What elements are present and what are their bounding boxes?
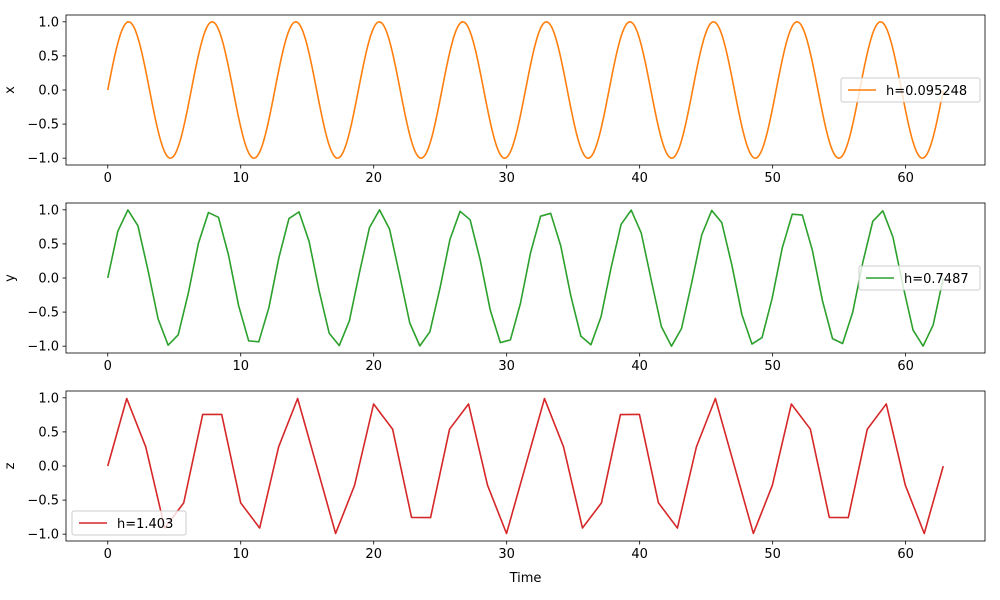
x-tick-label: 30 bbox=[498, 171, 515, 186]
x-tick-label: 40 bbox=[631, 547, 648, 562]
subplot-z-yticks: −1.0 −0.5 0.0 0.5 1.0 bbox=[27, 391, 66, 543]
x-tick-label: 50 bbox=[764, 171, 781, 186]
y-tick-label: 1.0 bbox=[38, 391, 59, 406]
x-tick-label: 60 bbox=[897, 547, 914, 562]
legend-frame bbox=[858, 265, 981, 291]
subplot-z-xticks: 0 10 20 30 40 50 60 bbox=[104, 541, 914, 562]
subplot-z-legend: h=1.403 bbox=[71, 510, 187, 536]
y-tick-label: 1.0 bbox=[38, 203, 59, 218]
y-tick-label: −1.0 bbox=[27, 340, 59, 355]
y-tick-label: 1.0 bbox=[38, 15, 59, 30]
legend-label: h=0.7487 bbox=[904, 272, 969, 287]
series-line-z bbox=[106, 397, 945, 535]
subplot-y-xticks: 0 10 20 30 40 50 60 bbox=[104, 353, 914, 374]
x-tick-label: 60 bbox=[897, 359, 914, 374]
series-line-x bbox=[106, 21, 945, 159]
x-tick-label: 60 bbox=[897, 171, 914, 186]
subplot-x-yticks: −1.0 −0.5 0.0 0.5 1.0 bbox=[27, 15, 66, 167]
subplot-z: 0 10 20 30 40 50 60 −1.0 −0.5 0.0 0.5 1.0 z Time h… bbox=[3, 390, 986, 586]
y-tick-label: 0.0 bbox=[38, 84, 59, 99]
x-tick-label: 50 bbox=[764, 547, 781, 562]
x-tick-label: 10 bbox=[232, 547, 249, 562]
x-tick-label: 0 bbox=[104, 547, 112, 562]
subplot-y-yticks: −1.0 −0.5 0.0 0.5 1.0 bbox=[27, 203, 66, 355]
x-tick-label: 10 bbox=[232, 171, 249, 186]
y-tick-label: −1.0 bbox=[27, 528, 59, 543]
y-tick-label: −0.5 bbox=[27, 118, 59, 133]
series-line-y bbox=[106, 209, 945, 347]
x-tick-label: 30 bbox=[498, 359, 515, 374]
subplot-x-legend: h=0.095248 bbox=[840, 77, 981, 103]
x-tick-label: 30 bbox=[498, 547, 515, 562]
y-tick-label: 0.0 bbox=[38, 460, 59, 475]
subplot-z-ylabel: z bbox=[3, 462, 18, 469]
x-tick-label: 40 bbox=[631, 171, 648, 186]
y-tick-label: 0.5 bbox=[38, 49, 59, 64]
subplot-x-plot bbox=[106, 21, 945, 159]
subplot-x-ylabel: x bbox=[3, 86, 18, 94]
x-tick-label: 50 bbox=[764, 359, 781, 374]
x-tick-label: 20 bbox=[365, 171, 382, 186]
legend-frame bbox=[71, 510, 187, 536]
legend-label: h=0.095248 bbox=[886, 84, 967, 99]
x-tick-label: 0 bbox=[104, 359, 112, 374]
x-tick-label: 20 bbox=[365, 359, 382, 374]
x-tick-label: 0 bbox=[104, 171, 112, 186]
subplot-z-xlabel: Time bbox=[509, 571, 542, 586]
x-tick-label: 20 bbox=[365, 547, 382, 562]
subplot-y-plot bbox=[106, 209, 945, 347]
legend-frame bbox=[840, 77, 981, 103]
legend-label: h=1.403 bbox=[117, 517, 173, 532]
subplot-x: 0 10 20 30 40 50 60 −1.0 −0.5 0.0 0.5 1.0 x h=0.09… bbox=[3, 14, 986, 186]
subplot-x-xticks: 0 10 20 30 40 50 60 bbox=[104, 165, 914, 186]
subplot-y-legend: h=0.7487 bbox=[858, 265, 981, 291]
y-tick-label: 0.0 bbox=[38, 272, 59, 287]
y-tick-label: 0.5 bbox=[38, 425, 59, 440]
y-tick-label: −1.0 bbox=[27, 152, 59, 167]
y-tick-label: −0.5 bbox=[27, 494, 59, 509]
y-tick-label: 0.5 bbox=[38, 237, 59, 252]
x-tick-label: 10 bbox=[232, 359, 249, 374]
y-tick-label: −0.5 bbox=[27, 306, 59, 321]
x-tick-label: 40 bbox=[631, 359, 648, 374]
subplot-z-plot bbox=[106, 397, 945, 535]
subplot-y: 0 10 20 30 40 50 60 −1.0 −0.5 0.0 0.5 1.0 y h=0.74… bbox=[3, 202, 986, 374]
subplot-y-ylabel: y bbox=[3, 274, 18, 282]
